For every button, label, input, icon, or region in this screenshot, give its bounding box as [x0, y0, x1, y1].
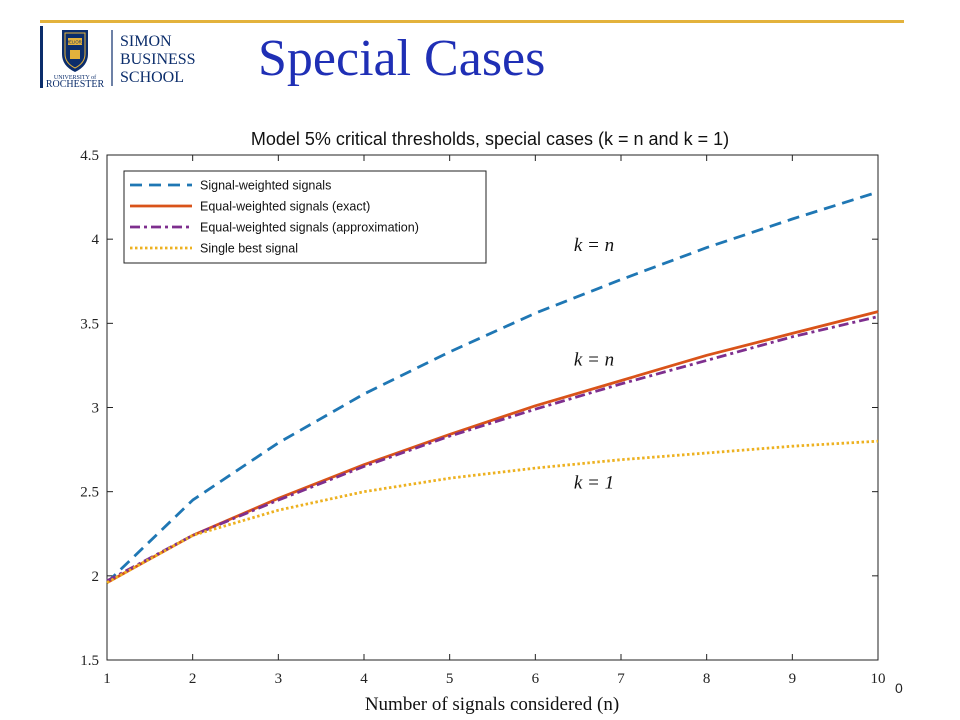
legend-box — [123, 170, 487, 264]
legend-label-3: Equal-weighted signals (approximation) — [200, 221, 419, 235]
y-tick-label: 2 — [92, 569, 100, 585]
page-number: 0 — [895, 680, 903, 696]
logo-accent-bar — [40, 26, 43, 88]
y-tick-label: 2.5 — [80, 485, 99, 501]
legend-label-2: Equal-weighted signals (exact) — [200, 200, 370, 214]
x-tick-label: 10 — [871, 671, 886, 687]
curve-annotation-3: k = 1 — [574, 472, 614, 493]
x-tick-label: 4 — [360, 671, 368, 687]
x-tick-label: 1 — [103, 671, 111, 687]
series-line-2 — [106, 310, 879, 584]
x-tick-label: 3 — [275, 671, 283, 687]
logo-university-small: UNIVERSITY of — [54, 74, 96, 81]
logo-line2: BUSINESS — [120, 51, 196, 68]
series-lines — [106, 190, 879, 584]
y-tick-label: 3.5 — [80, 316, 99, 332]
y-tick-label: 1.5 — [80, 653, 99, 669]
x-tick-label: 7 — [617, 671, 625, 687]
y-tick-label: 4 — [92, 232, 100, 248]
x-tick-label: 8 — [703, 671, 711, 687]
university-seal-icon: MELIORA — [62, 30, 88, 72]
legend: Signal-weighted signals Equal-weighted si… — [123, 170, 487, 264]
curve-annotations: k = n k = n k = 1 — [574, 235, 614, 493]
series-line-4 — [106, 439, 879, 584]
simon-school-logo: MELIORA UNIVERSITY of ROCHESTER SIMON BU… — [46, 30, 196, 88]
x-tick-label: 2 — [189, 671, 197, 687]
series-line-1 — [106, 190, 879, 584]
x-tick-label: 9 — [789, 671, 797, 687]
y-tick-label: 4.5 — [80, 148, 99, 164]
axis-ticks: 1 2 3 4 5 6 7 8 9 10 1.5 2 2.5 3 3.5 4 4.5 — [80, 148, 885, 687]
logo-university-name: ROCHESTER — [46, 79, 105, 88]
logo-line1: SIMON — [120, 33, 172, 50]
chart-title: Model 5% critical thresholds, special ca… — [251, 129, 729, 149]
y-tick-label: 3 — [92, 401, 100, 417]
legend-label-1: Signal-weighted signals — [200, 179, 331, 193]
x-tick-label: 5 — [446, 671, 454, 687]
logo-line3: SCHOOL — [120, 69, 184, 86]
seal-motto: MELIORA — [66, 40, 85, 45]
curve-annotation-1: k = n — [574, 235, 614, 256]
header-rule — [40, 20, 904, 23]
x-tick-label: 6 — [532, 671, 540, 687]
slide-title: Special Cases — [258, 30, 546, 87]
legend-label-4: Single best signal — [200, 242, 298, 256]
x-axis-title: Number of signals considered (n) — [365, 694, 619, 715]
curve-annotation-2: k = n — [574, 349, 614, 370]
